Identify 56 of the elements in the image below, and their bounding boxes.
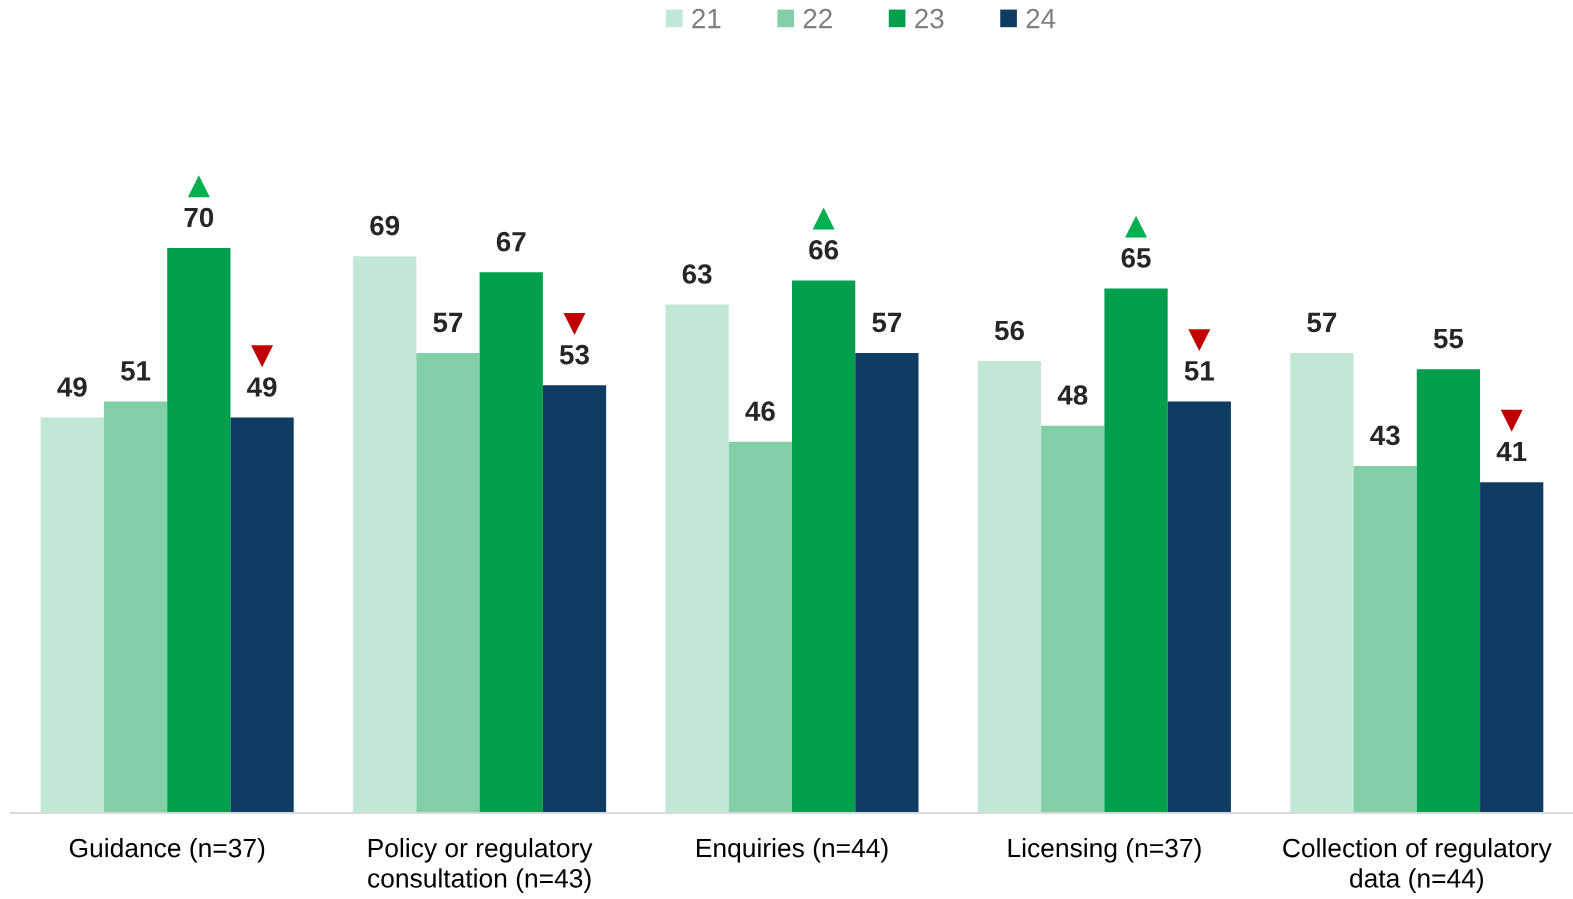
annotation: ▼	[563, 313, 586, 335]
bar	[665, 304, 729, 813]
data-label: 66	[809, 239, 839, 260]
data-label: 67	[496, 231, 526, 252]
bar	[792, 280, 856, 813]
bar	[416, 353, 480, 813]
data-label: 55	[1433, 329, 1464, 349]
data-label: 41	[1496, 441, 1527, 462]
annotation: ▼	[1500, 409, 1523, 432]
data-label: 49	[247, 377, 277, 397]
bar	[103, 401, 168, 813]
x-tick-label: Collection of regulatory data (n=44)	[1283, 838, 1552, 893]
bar	[230, 417, 294, 813]
data-label: 51	[1184, 361, 1214, 381]
legend-label: 22	[803, 8, 832, 29]
data-label: 65	[1121, 248, 1151, 268]
data-label: 57	[433, 312, 463, 333]
annotation: ▼	[251, 345, 274, 368]
legend-label: 24	[1026, 8, 1056, 29]
data-label: 57	[872, 312, 902, 333]
bar	[855, 353, 919, 813]
legend-label: 21	[692, 8, 721, 29]
annotation: ▲	[812, 207, 835, 230]
bar	[1353, 465, 1417, 813]
data-label: 63	[682, 264, 712, 284]
bar	[353, 256, 417, 813]
data-label: 51	[120, 361, 151, 381]
bar	[1167, 401, 1231, 813]
x-tick-label: Licensing (n=37)	[1008, 838, 1201, 863]
legend-label: 23	[915, 8, 944, 29]
x-tick-label: Policy or regulatory consultation (n=43)	[368, 838, 593, 893]
data-label: 46	[745, 401, 775, 422]
data-label: 49	[57, 377, 87, 397]
data-label: 48	[1057, 385, 1088, 405]
bar	[167, 248, 231, 813]
annotation: ▼	[1188, 329, 1211, 352]
data-label: 43	[1370, 425, 1400, 446]
data-label: 53	[559, 344, 589, 365]
bar	[1041, 425, 1105, 813]
bar	[728, 441, 792, 813]
data-label: 57	[1307, 312, 1337, 333]
bar	[1480, 482, 1544, 813]
x-tick-label: Enquiries (n=44)	[696, 838, 888, 863]
bar	[40, 417, 104, 813]
bar	[1416, 369, 1481, 813]
bar	[542, 385, 607, 813]
bar	[1290, 353, 1354, 813]
data-label: 56	[994, 320, 1024, 341]
x-tick-label: Guidance (n=37)	[69, 838, 265, 863]
annotation: ▲	[1125, 215, 1147, 238]
data-label: 69	[370, 215, 400, 236]
annotation: ▲	[187, 175, 210, 198]
bar	[1104, 288, 1168, 813]
data-label: 70	[184, 207, 214, 228]
bar	[479, 272, 543, 813]
bar	[977, 361, 1042, 813]
